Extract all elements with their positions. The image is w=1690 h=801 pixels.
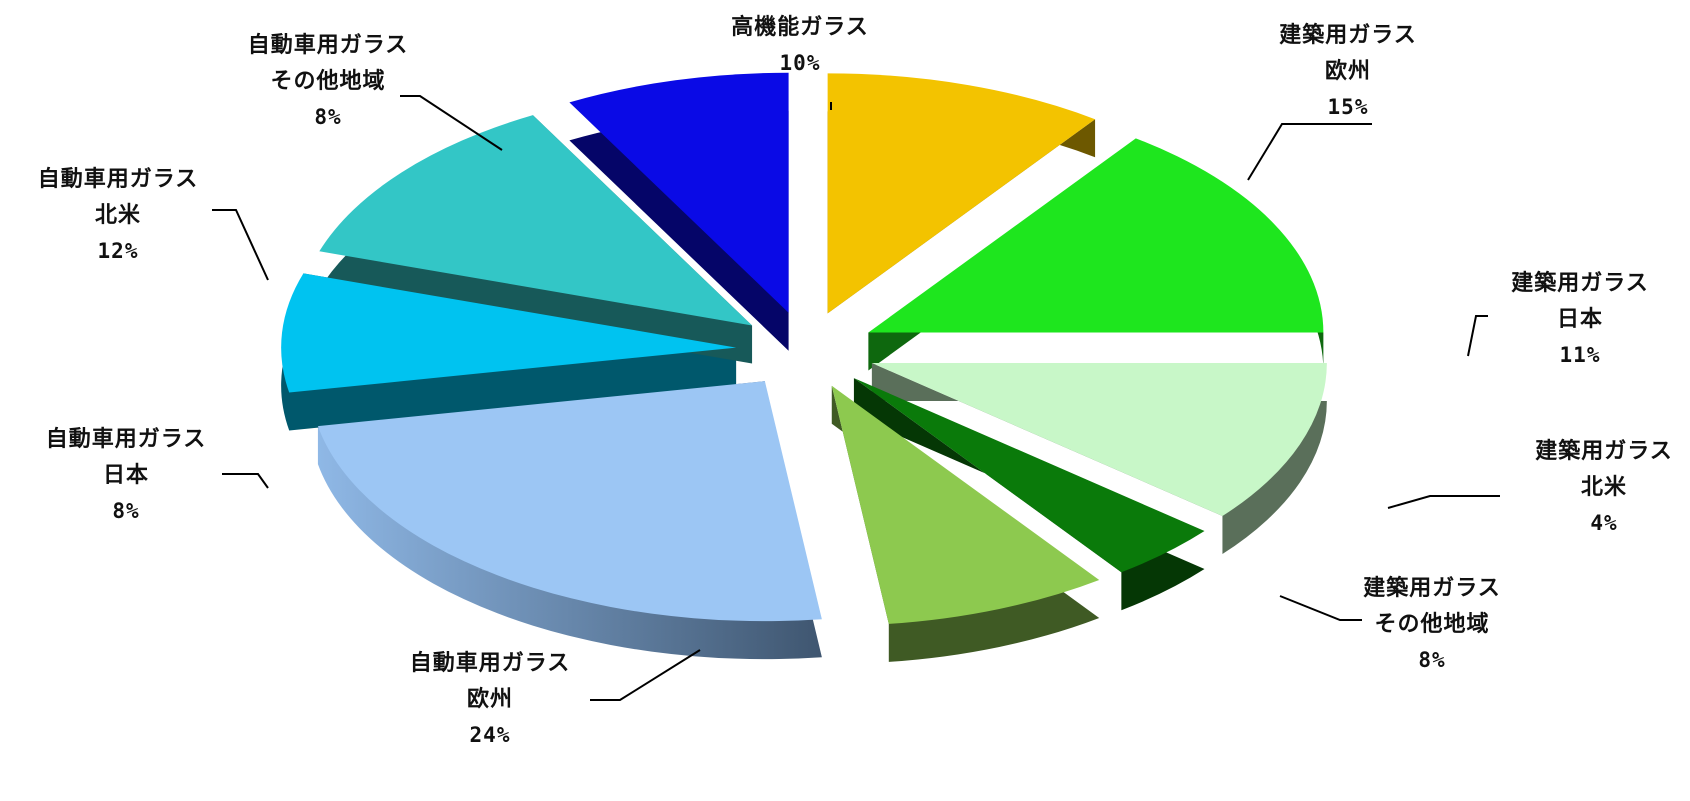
slice-category-label: 建築用ガラス	[1363, 575, 1501, 601]
slice-category-label: 欧州	[467, 686, 513, 712]
slice-category-label: 北米	[95, 203, 141, 228]
slice-percent-label: 8%	[1418, 648, 1445, 672]
slice-自動車用ガラス-その他地域[interactable]	[569, 72, 789, 313]
slice-建築用ガラス-北米[interactable]	[853, 378, 1205, 573]
slice-category-label: 建築用ガラス	[1279, 22, 1417, 48]
slice-category-label: その他地域	[1374, 611, 1489, 637]
leader-line	[1279, 595, 1362, 621]
slice-category-label: 欧州	[1325, 58, 1371, 84]
leader-line	[1387, 495, 1500, 509]
slice-percent-label: 8%	[112, 499, 139, 523]
slice-tops	[281, 72, 1327, 624]
slice-category-label: 自動車用ガラス	[38, 166, 199, 192]
leader-line	[222, 473, 269, 489]
slice-category-label: 日本	[103, 463, 149, 488]
slice-percent-label: 4%	[1590, 511, 1617, 535]
slice-自動車用ガラス-欧州[interactable]	[317, 381, 822, 622]
leader-line	[1247, 123, 1372, 181]
slice-category-label: 建築用ガラス	[1535, 438, 1673, 464]
leader-line	[212, 209, 269, 281]
slice-percent-label: 15%	[1328, 95, 1369, 119]
slice-category-label: 北米	[1581, 475, 1627, 500]
slice-labels: 高機能ガラス10%建築用ガラス欧州15%建築用ガラス日本11%建築用ガラス北米4…	[38, 14, 1673, 747]
leader-line	[590, 649, 701, 701]
slice-category-label: 自動車用ガラス	[248, 32, 409, 58]
slice-category-label: その他地域	[270, 68, 385, 94]
slice-percent-label: 8%	[314, 105, 341, 129]
slice-category-label: 自動車用ガラス	[410, 650, 571, 676]
slice-percent-label: 10%	[780, 51, 821, 75]
slice-category-label: 高機能ガラス	[731, 14, 869, 40]
slice-高機能ガラス[interactable]	[827, 73, 1096, 314]
leader-line	[1467, 315, 1488, 357]
slice-percent-label: 24%	[470, 723, 511, 747]
leader-line	[400, 95, 503, 151]
slice-自動車用ガラス-日本[interactable]	[281, 273, 737, 393]
slice-percent-label: 12%	[98, 239, 139, 263]
slice-category-label: 自動車用ガラス	[46, 426, 207, 452]
slice-建築用ガラス-欧州[interactable]	[868, 138, 1324, 333]
slice-category-label: 建築用ガラス	[1511, 270, 1649, 296]
slice-建築用ガラス-その他地域[interactable]	[831, 385, 1100, 624]
slice-自動車用ガラス-北米[interactable]	[319, 115, 753, 326]
slice-category-label: 日本	[1557, 307, 1603, 332]
slice-建築用ガラス-日本[interactable]	[871, 363, 1327, 517]
leader-lines	[212, 95, 1500, 701]
slice-percent-label: 11%	[1560, 343, 1601, 367]
